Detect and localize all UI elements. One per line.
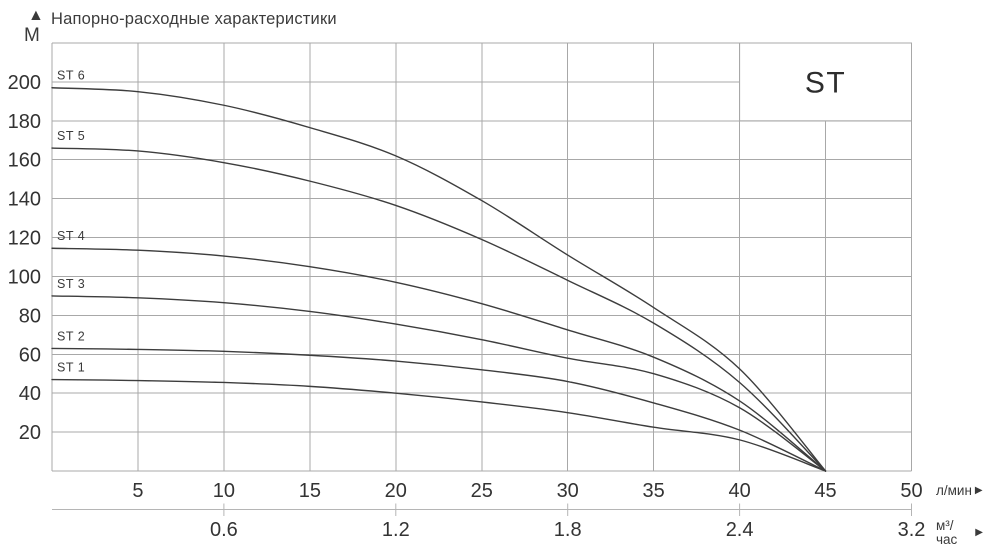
primary-unit-text: л/мин	[936, 483, 972, 498]
x2-tick-label: 0.6	[210, 519, 238, 541]
chart-title: Напорно-расходные характеристики	[51, 10, 337, 28]
x-tick-label: 35	[643, 480, 665, 502]
curve-label: ST 3	[57, 277, 85, 291]
gridlines	[51, 42, 912, 472]
y-tick-label: 160	[8, 150, 41, 172]
curve-st-2	[51, 347, 827, 472]
x-tick-label: 45	[814, 480, 836, 502]
y-tick-label: 200	[8, 72, 41, 94]
secondary-unit-text: м³/час	[936, 518, 958, 547]
y-tick-label: 40	[19, 383, 41, 405]
curve-st-6	[51, 87, 827, 472]
x-tick-label: 40	[728, 480, 750, 502]
y-tick-label: 60	[19, 344, 41, 366]
x-tick-label: 50	[900, 480, 922, 502]
curve-label: ST 4	[57, 229, 85, 243]
x-tick-label: 25	[471, 480, 493, 502]
x-axis-primary-unit: л/мин ▶	[936, 484, 983, 498]
x2-tick-label: 2.4	[726, 519, 754, 541]
curve-st-1	[51, 378, 827, 472]
x-tick-label: 15	[299, 480, 321, 502]
x2-tick-label: 1.2	[382, 519, 410, 541]
x-tick-label: 20	[385, 480, 407, 502]
y-tick-label: 20	[19, 422, 41, 444]
curve-labels: ST 6 ST 5 ST 4 ST 3 ST 2 ST 1	[57, 69, 85, 375]
x-tick-label: 10	[213, 480, 235, 502]
right-arrow-icon: ▶	[975, 526, 983, 538]
curve-st-5	[51, 147, 827, 472]
curve-label: ST 5	[57, 129, 85, 143]
curve-label: ST 6	[57, 69, 85, 83]
secondary-x-axis: 0.6 1.2 1.8 2.4 3.2	[52, 503, 926, 541]
x-tick-label: 30	[557, 480, 579, 502]
curve-label: ST 1	[57, 361, 85, 375]
y-axis-tick-labels: 20 40 60 80 100 120 140 160 180 200	[8, 72, 41, 444]
x-tick-label: 5	[132, 480, 143, 502]
y-axis-up-arrow-icon: ▲	[28, 7, 44, 24]
x2-tick-label: 3.2	[898, 519, 926, 541]
x-axis-secondary-unit: м³/час ▶	[936, 519, 983, 546]
curve-st-3	[51, 295, 827, 472]
curve-label: ST 2	[57, 329, 85, 343]
y-tick-label: 100	[8, 266, 41, 288]
y-axis-unit-label: М	[24, 25, 40, 46]
y-tick-label: 80	[19, 305, 41, 327]
series-legend: ST	[739, 42, 912, 122]
y-tick-label: 140	[8, 189, 41, 211]
curve-st-4	[51, 247, 827, 472]
legend-box	[739, 42, 912, 122]
right-arrow-icon: ▶	[974, 484, 983, 496]
x2-tick-label: 1.8	[554, 519, 582, 541]
legend-series-family-label: ST	[805, 66, 846, 99]
pump-curves	[51, 87, 827, 472]
y-tick-label: 120	[8, 228, 41, 250]
y-tick-label: 180	[8, 111, 41, 133]
x-axis-tick-labels: 5 10 15 20 25 30 35 40 45 50	[132, 480, 922, 502]
